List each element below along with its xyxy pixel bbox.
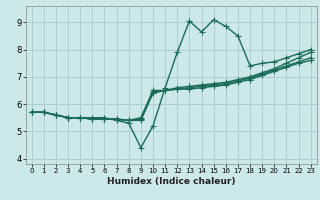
X-axis label: Humidex (Indice chaleur): Humidex (Indice chaleur) [107,177,236,186]
